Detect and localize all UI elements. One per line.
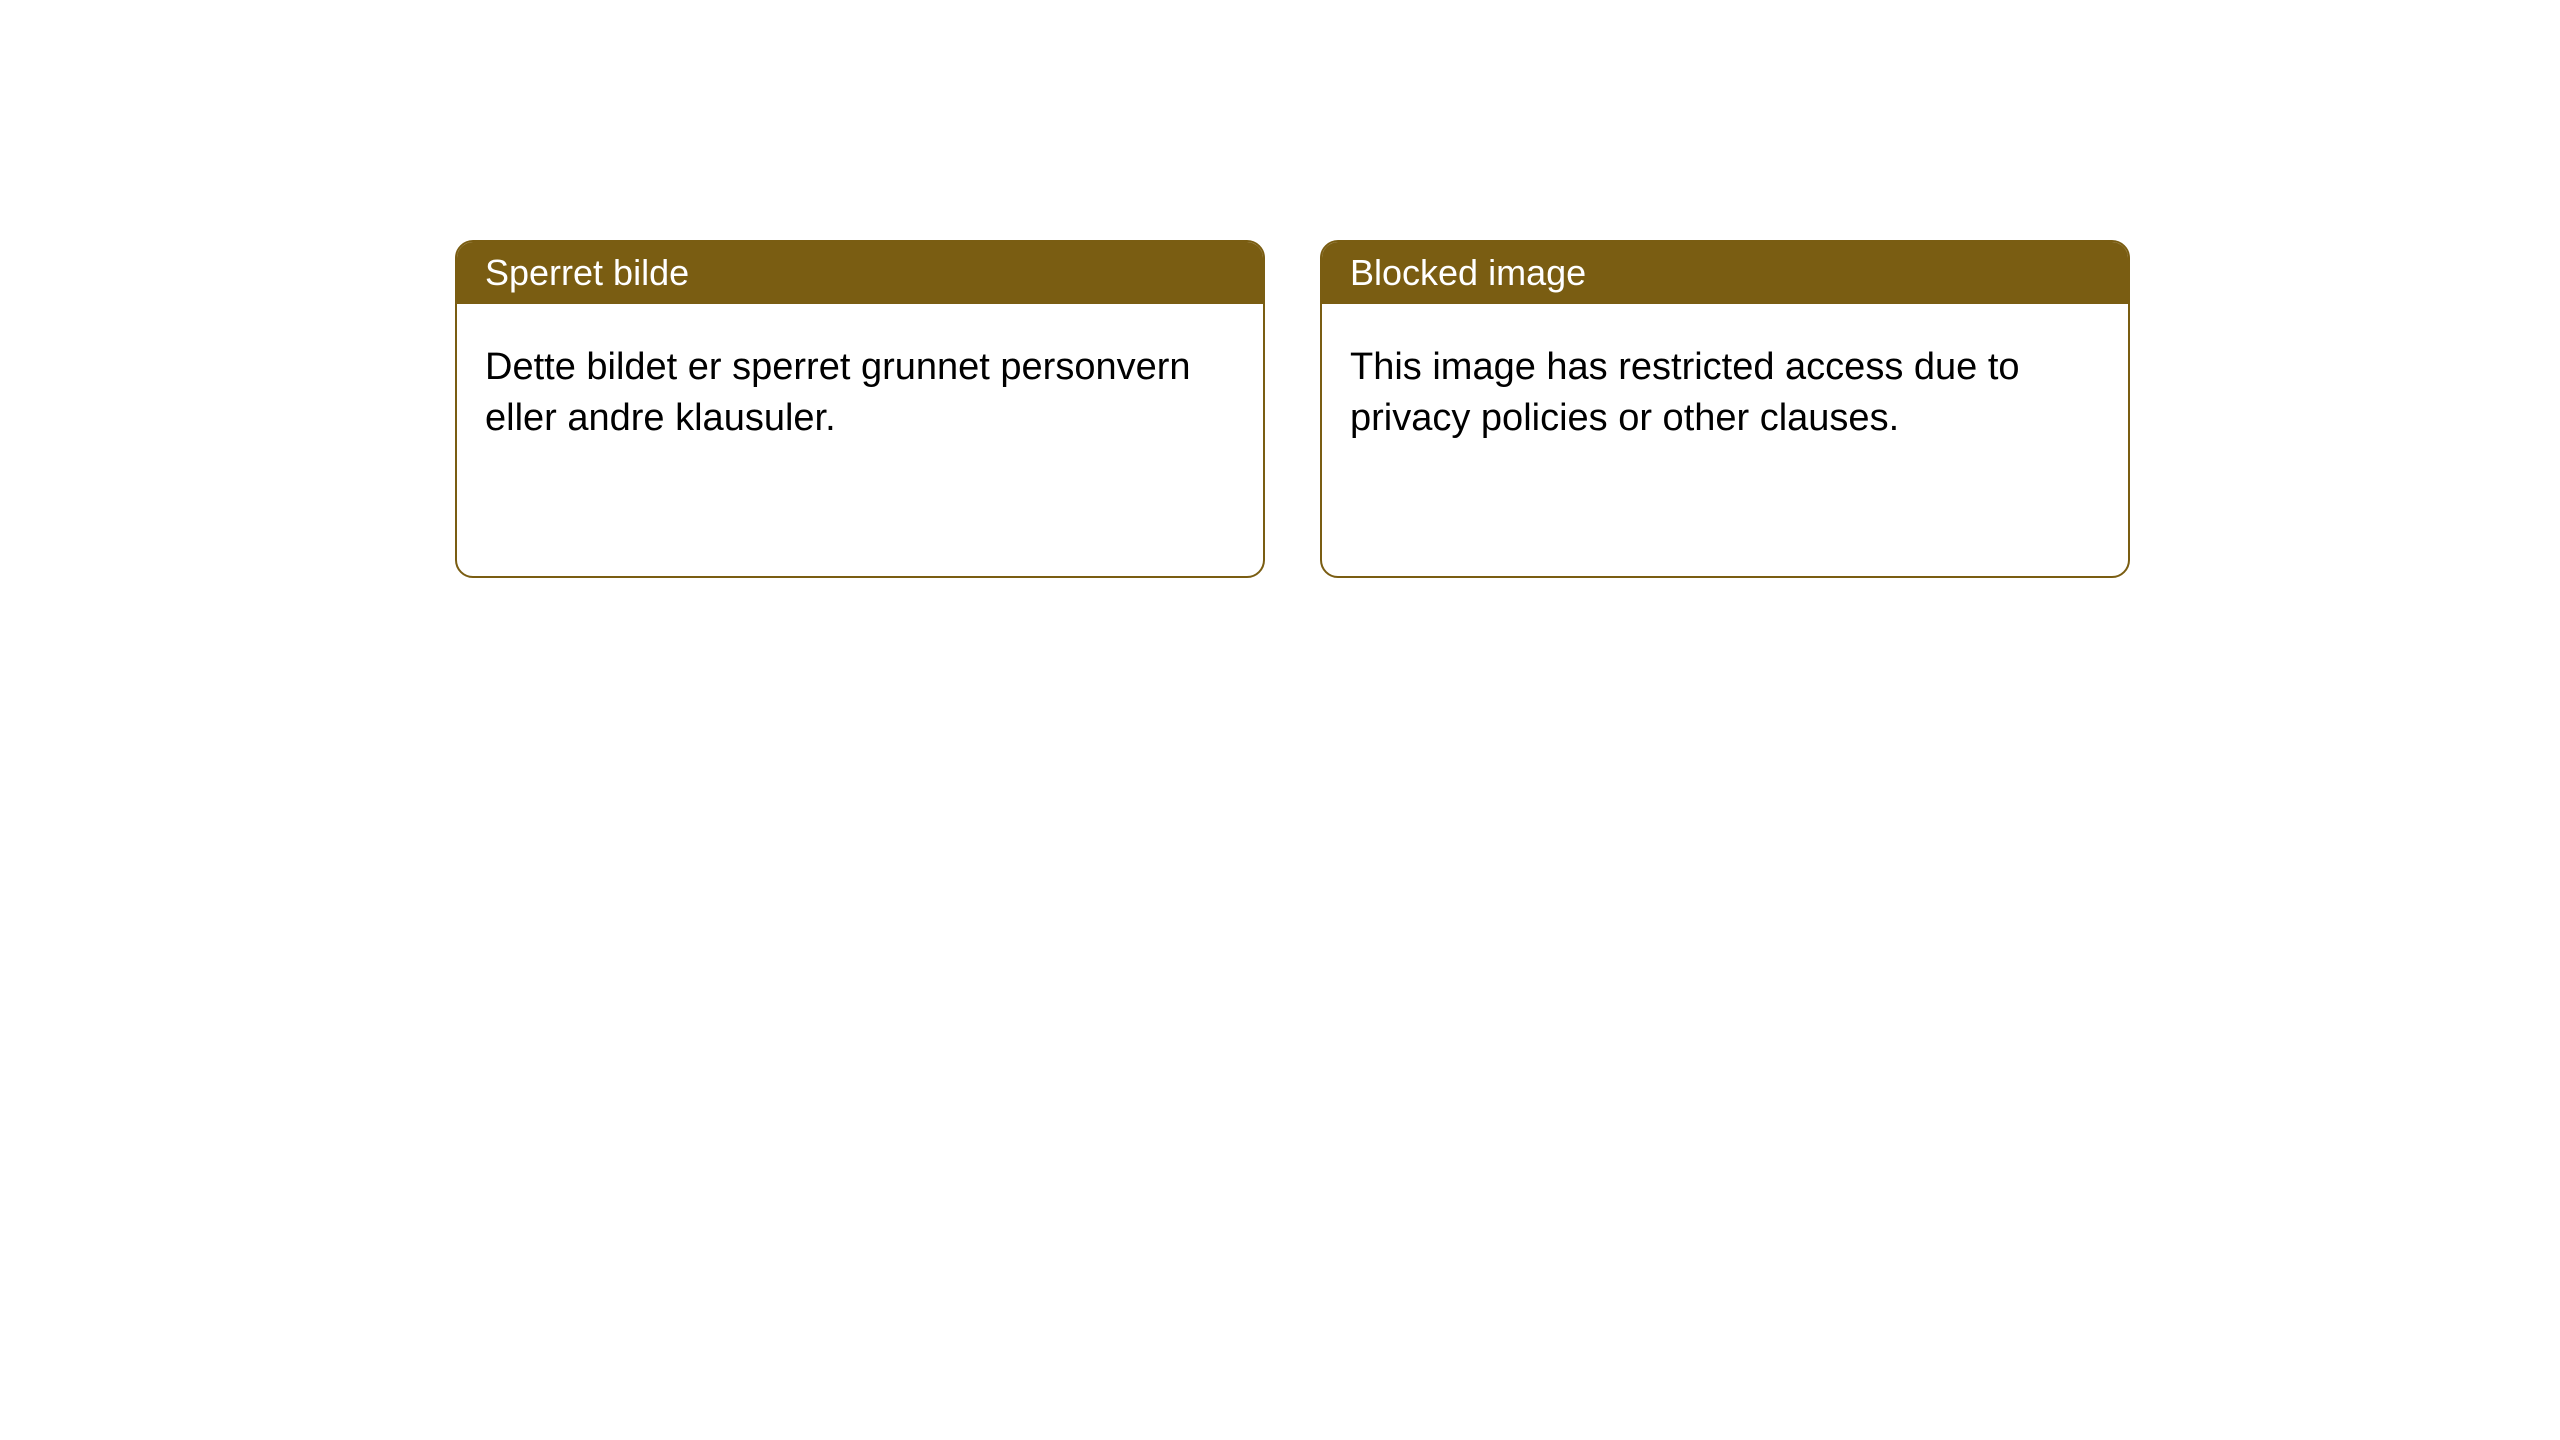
card-message: This image has restricted access due to …	[1350, 346, 2020, 439]
card-header: Blocked image	[1322, 242, 2128, 304]
notice-container: Sperret bilde Dette bildet er sperret gr…	[0, 0, 2560, 578]
card-message: Dette bildet er sperret grunnet personve…	[485, 346, 1191, 439]
blocked-image-card-no: Sperret bilde Dette bildet er sperret gr…	[455, 240, 1265, 578]
card-header: Sperret bilde	[457, 242, 1263, 304]
blocked-image-card-en: Blocked image This image has restricted …	[1320, 240, 2130, 578]
card-body: This image has restricted access due to …	[1322, 304, 2128, 483]
card-title: Sperret bilde	[485, 252, 689, 293]
card-body: Dette bildet er sperret grunnet personve…	[457, 304, 1263, 483]
card-title: Blocked image	[1350, 252, 1586, 293]
